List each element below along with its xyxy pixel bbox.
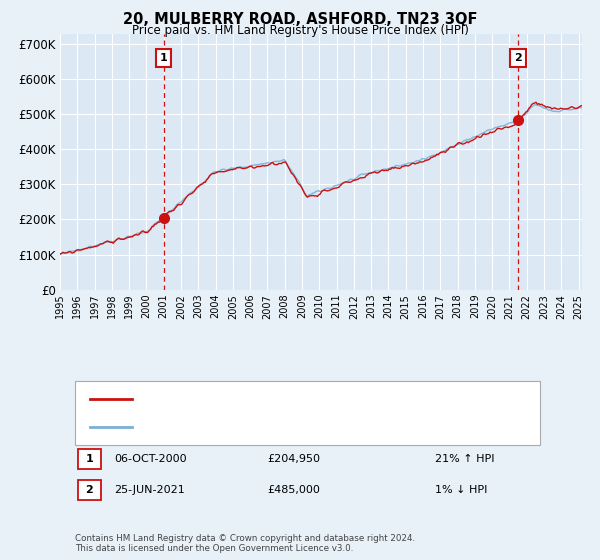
Text: £204,950: £204,950 [267,454,320,464]
Text: 20, MULBERRY ROAD, ASHFORD, TN23 3QF (detached house): 20, MULBERRY ROAD, ASHFORD, TN23 3QF (de… [138,394,457,404]
Text: 1: 1 [160,53,167,63]
Text: 1: 1 [86,454,93,464]
Text: 06-OCT-2000: 06-OCT-2000 [114,454,187,464]
Text: Contains HM Land Registry data © Crown copyright and database right 2024.
This d: Contains HM Land Registry data © Crown c… [75,534,415,553]
Text: £485,000: £485,000 [267,485,320,495]
Text: HPI: Average price, detached house, Ashford: HPI: Average price, detached house, Ashf… [138,422,371,432]
Text: 21% ↑ HPI: 21% ↑ HPI [435,454,494,464]
Text: 2: 2 [86,485,93,495]
Text: 1% ↓ HPI: 1% ↓ HPI [435,485,487,495]
Text: 20, MULBERRY ROAD, ASHFORD, TN23 3QF: 20, MULBERRY ROAD, ASHFORD, TN23 3QF [123,12,477,27]
Text: 2: 2 [514,53,522,63]
Text: Price paid vs. HM Land Registry's House Price Index (HPI): Price paid vs. HM Land Registry's House … [131,24,469,36]
Text: 25-JUN-2021: 25-JUN-2021 [114,485,185,495]
